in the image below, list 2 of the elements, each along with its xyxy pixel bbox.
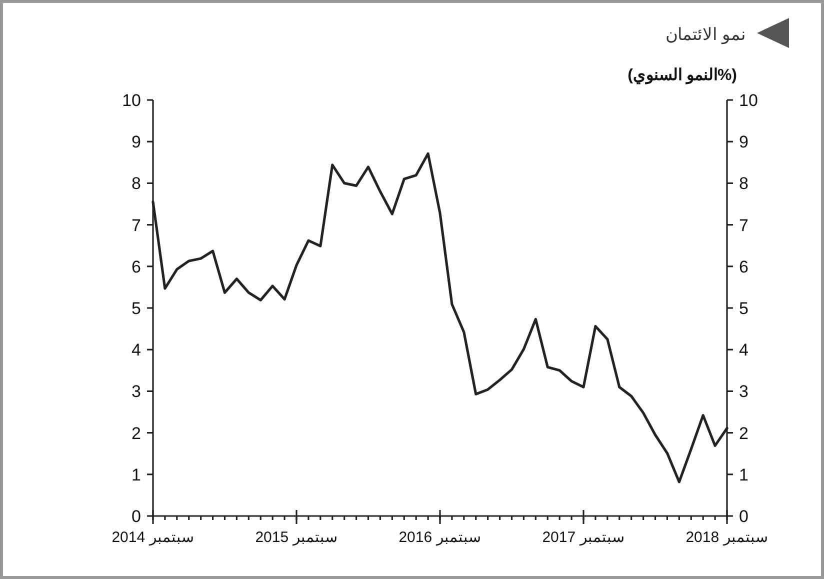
subtitle: (%النمو السنوي) <box>628 67 737 84</box>
title: نمو الائتمان <box>665 25 746 44</box>
